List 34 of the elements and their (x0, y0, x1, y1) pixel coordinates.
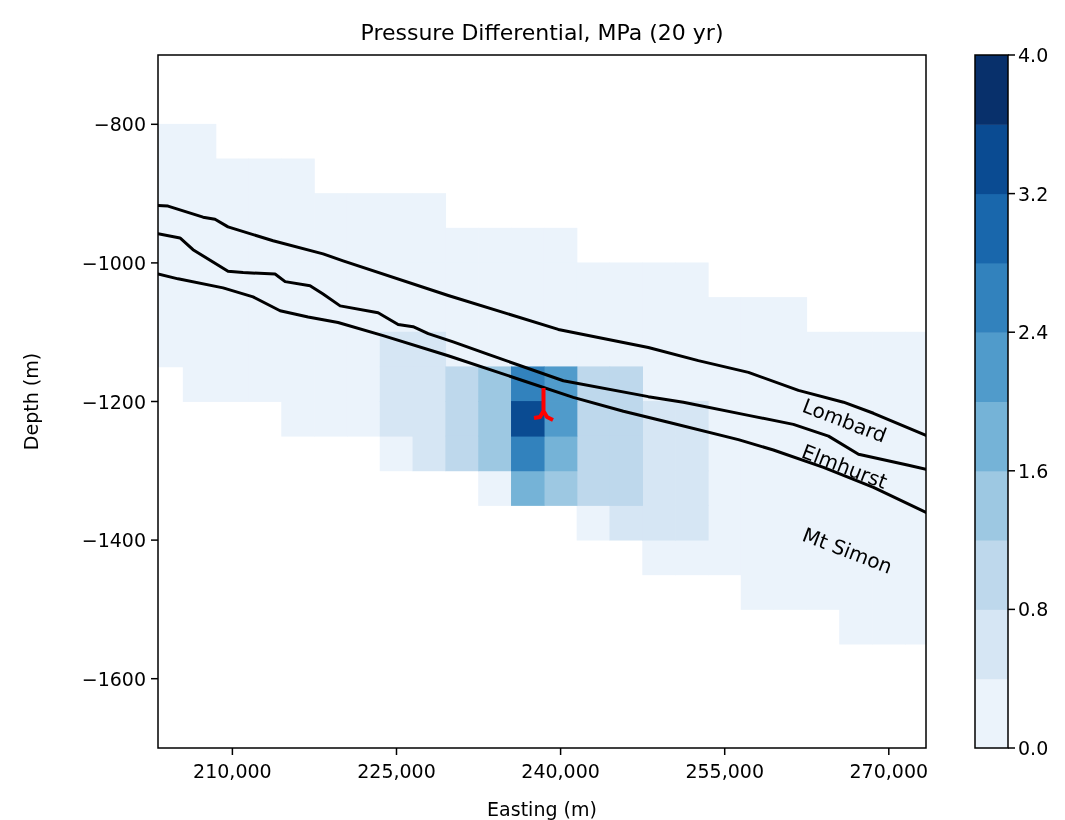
y-tick-label: −1000 (81, 251, 146, 274)
chart-title: Pressure Differential, MPa (20 yr) (360, 20, 724, 45)
y-tick-label: −800 (93, 113, 146, 136)
color-bar-label: 1.6 (1018, 459, 1049, 482)
x-tick-label: 270,000 (849, 760, 929, 782)
color-bar-label: 4.0 (1018, 44, 1049, 66)
point (511, 470, 545, 506)
color-bar-label: 2.4 (1018, 321, 1049, 344)
color-bar-label: 3.2 (1018, 182, 1049, 205)
x-tick-label: 255,000 (685, 760, 764, 782)
point (445, 366, 479, 402)
color-bar-label: 0.8 (1018, 598, 1049, 621)
point (379, 435, 414, 472)
x-tick-label: 240,000 (521, 760, 600, 782)
color-bar-label: 0.0 (1018, 737, 1049, 759)
y-tick-label: −1600 (81, 667, 146, 690)
point (543, 435, 578, 472)
point (576, 505, 611, 541)
x-tick-label: 225,000 (357, 760, 436, 782)
point (642, 539, 676, 576)
point (543, 401, 578, 437)
point (609, 505, 643, 541)
point (445, 435, 479, 472)
point (511, 435, 545, 472)
x-tick-label: 210,000 (193, 760, 272, 782)
y-tick-label: −1400 (81, 529, 146, 552)
point (543, 470, 578, 506)
y-tick-label: −1200 (81, 390, 146, 413)
point (511, 401, 545, 437)
point (478, 470, 512, 506)
point (478, 435, 512, 472)
y-axis-title: Depth (m) (20, 352, 42, 451)
point (412, 435, 447, 472)
x-axis-title: Easting (m) (487, 798, 597, 820)
